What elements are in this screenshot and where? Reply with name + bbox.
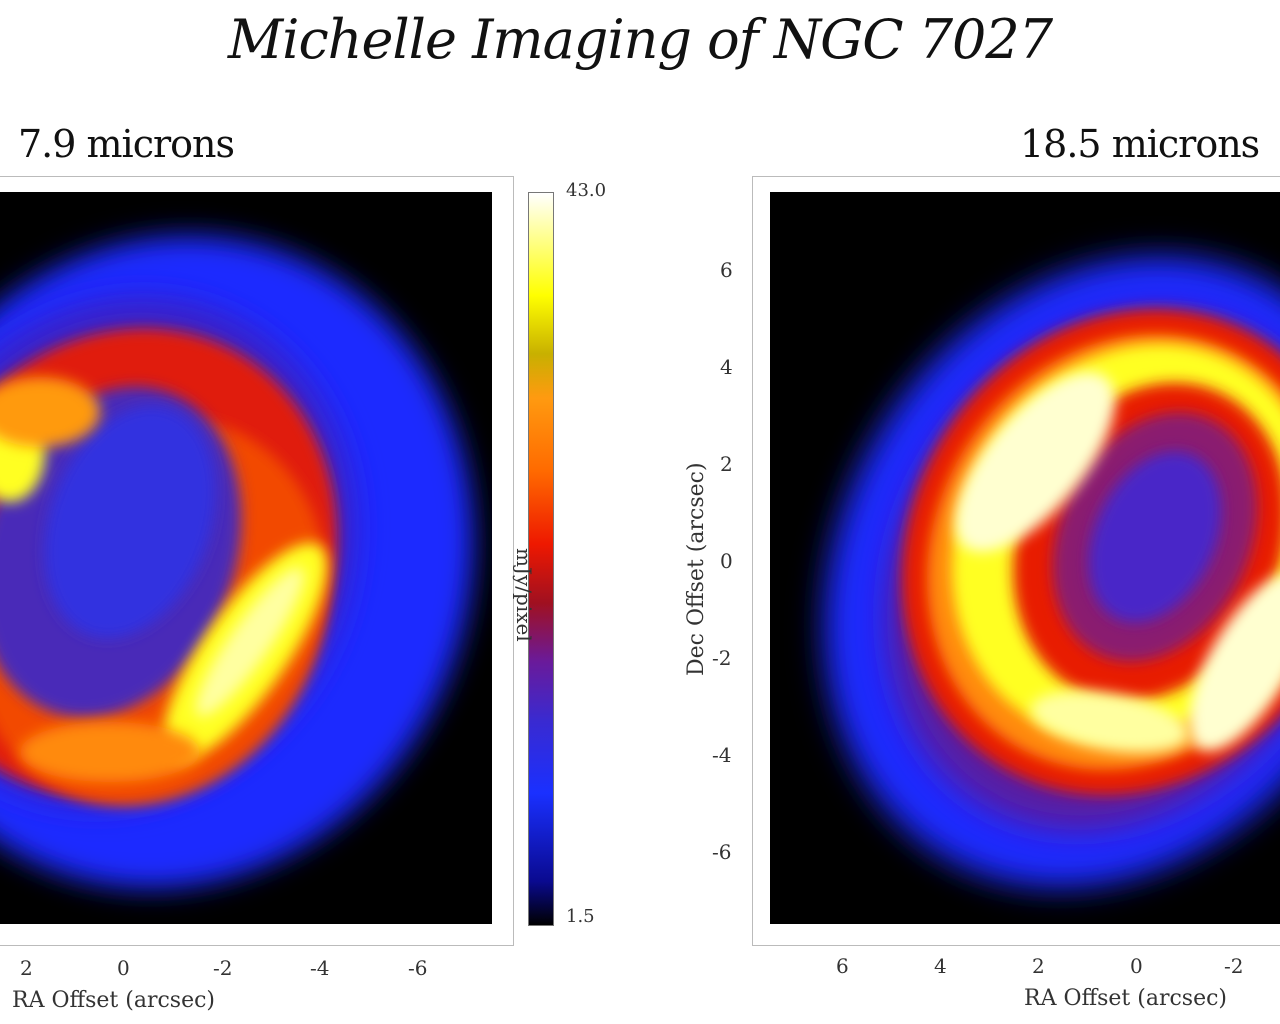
left-x-tick-2: 0 (117, 956, 130, 980)
right-y-tick-6: -4 (712, 743, 732, 767)
right-x-tick-1: 6 (836, 954, 849, 978)
right-x-tick-2: 4 (934, 954, 947, 978)
left-panel-title: 7.9 microns (18, 122, 235, 166)
left-x-tick-5: -6 (408, 956, 428, 980)
right-y-tick-1: 6 (720, 258, 733, 282)
left-x-tick-3: -2 (213, 956, 233, 980)
right-x-tick-3: 2 (1032, 954, 1045, 978)
main-title: Michelle Imaging of NGC 7027 (227, 8, 1053, 71)
right-nebula-image (770, 192, 1280, 924)
right-x-axis-label: RA Offset (arcsec) (1024, 986, 1228, 1011)
right-y-tick-2: 4 (720, 355, 733, 379)
right-panel-title: 18.5 microns (1020, 122, 1260, 166)
left-x-axis-label: RA Offset (arcsec) (12, 988, 216, 1013)
right-y-tick-4: 0 (720, 549, 733, 573)
colorbar-unit-label: mJy/pixel (512, 548, 536, 642)
right-y-axis-label: Dec Offset (arcsec) (684, 462, 709, 676)
colorbar-min-label: 1.5 (566, 906, 595, 927)
left-nebula-image (0, 192, 492, 924)
right-y-tick-3: 2 (720, 452, 733, 476)
right-y-tick-5: -2 (712, 646, 732, 670)
colorbar (528, 192, 554, 926)
left-x-tick-1: 2 (20, 956, 33, 980)
right-x-tick-4: 0 (1130, 954, 1143, 978)
right-x-tick-5: -2 (1224, 954, 1244, 978)
colorbar-max-label: 43.0 (566, 180, 607, 201)
left-x-tick-4: -4 (310, 956, 330, 980)
right-y-tick-7: -6 (712, 840, 732, 864)
